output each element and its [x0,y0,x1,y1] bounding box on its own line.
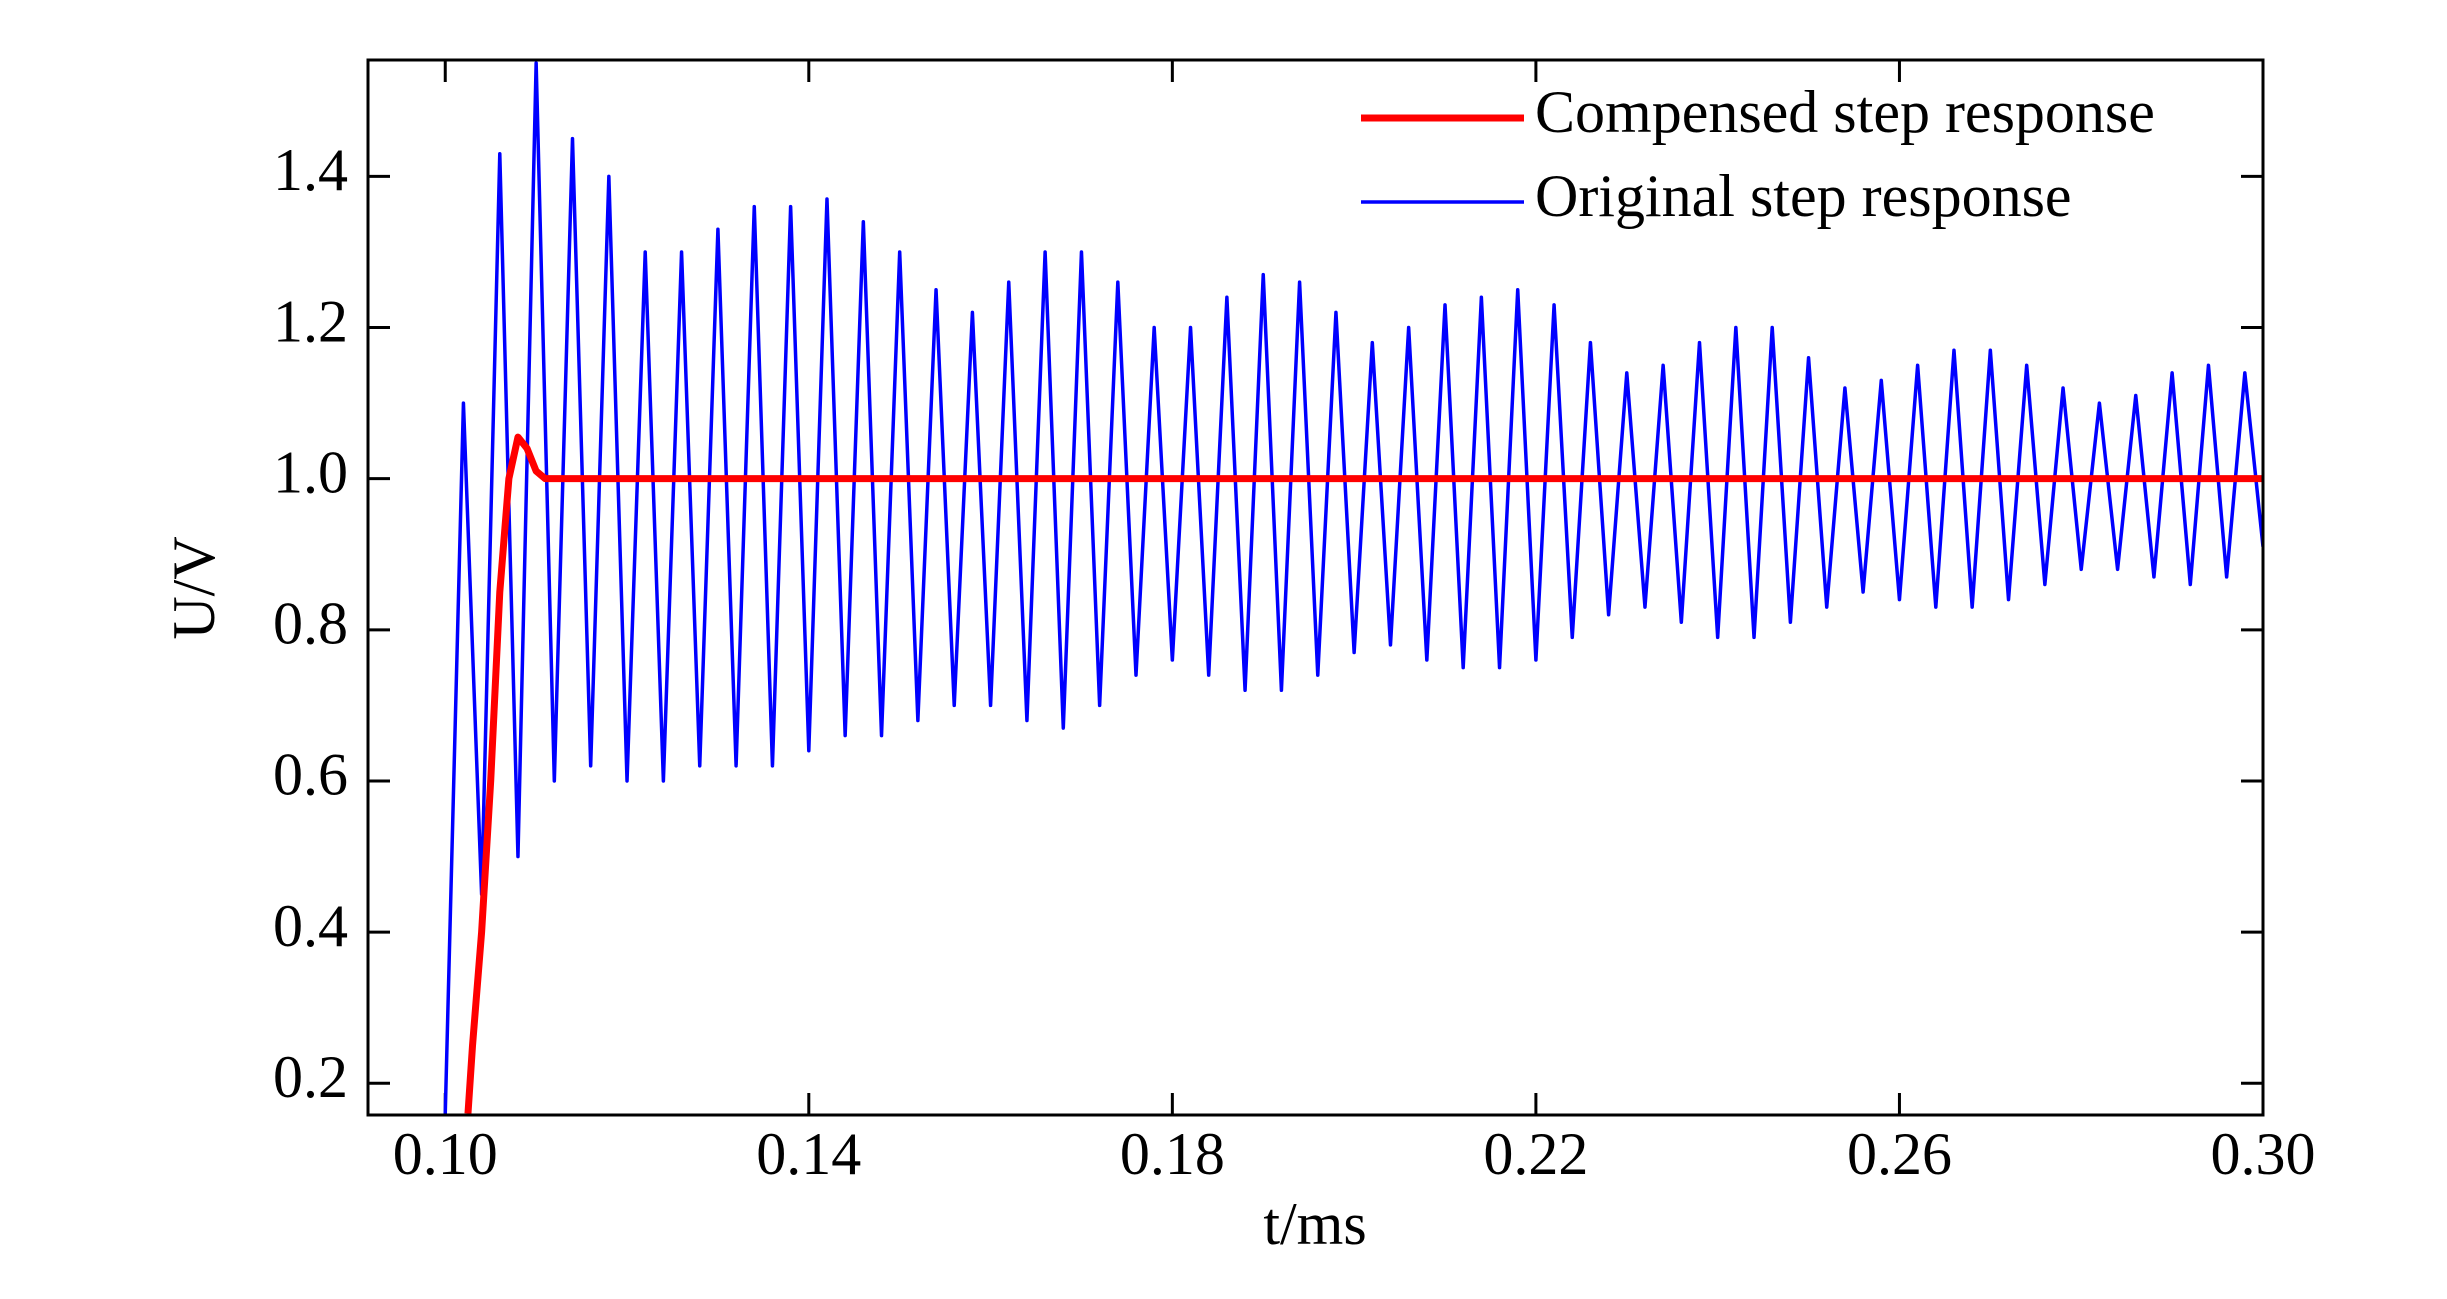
y-tick-label: 0.4 [273,893,348,959]
plot-frame [366,58,2265,1117]
line-series [464,433,2263,1114]
x-tick-label: 0.26 [1847,1121,1952,1187]
x-tick-label: 0.30 [2211,1121,2316,1187]
y-tick-label: 0.2 [273,1044,348,1110]
x-tick-label: 0.14 [756,1121,861,1187]
y-tick-label: 0.8 [273,591,348,657]
line-series [443,61,2263,1114]
legend-label: Compensed step response [1535,79,2155,145]
x-axis-label: t/ms [1263,1191,1366,1257]
legend-label: Original step response [1535,163,2072,229]
y-tick-label: 1.4 [273,137,348,203]
y-tick-label: 1.2 [273,288,348,354]
x-tick-label: 0.22 [1483,1121,1588,1187]
plot-area [443,61,2263,1114]
y-tick-label: 0.6 [273,742,348,808]
x-tick-label: 0.10 [393,1121,498,1187]
y-axis-label: U/V [161,536,227,639]
y-tick-label: 1.0 [273,439,348,505]
x-tick-label: 0.18 [1120,1121,1225,1187]
